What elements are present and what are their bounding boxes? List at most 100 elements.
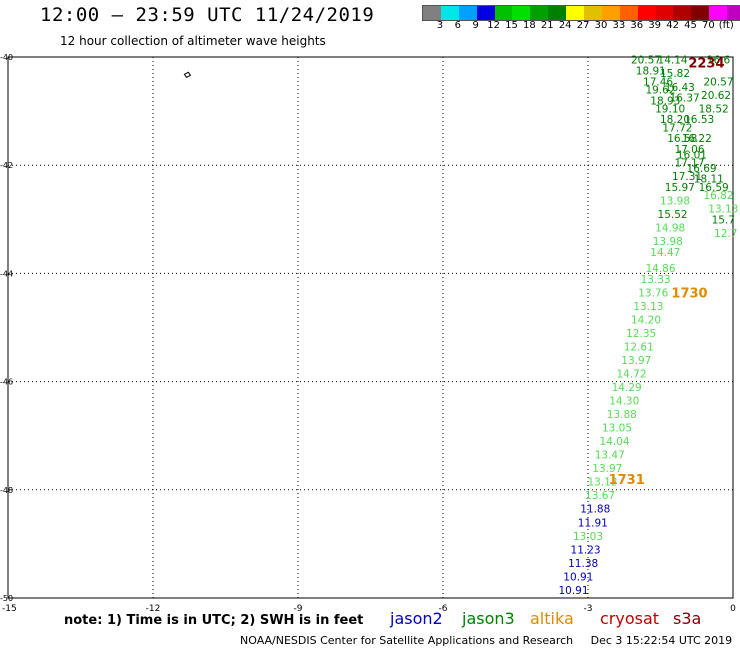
wave-height-value: 12.61 bbox=[624, 341, 654, 353]
longitude-tick-label: -12 bbox=[146, 604, 161, 614]
pass-time-label: 1731 bbox=[609, 473, 645, 488]
color-scale-swatch bbox=[440, 6, 459, 20]
color-scale-label: 21 bbox=[540, 20, 554, 31]
wave-height-value: 17.46 bbox=[643, 76, 673, 88]
chart-subtitle: 12 hour collection of altimeter wave hei… bbox=[60, 34, 326, 48]
wave-height-value: 14.30 bbox=[609, 396, 639, 408]
latitude-tick-label: -40 bbox=[0, 53, 13, 62]
color-scale-label: 36 bbox=[630, 20, 644, 31]
color-scale-label: 45 bbox=[684, 20, 697, 31]
latitude-tick-label: -50 bbox=[0, 594, 13, 603]
color-scale-label: (ft) bbox=[718, 20, 734, 31]
color-scale-label: 9 bbox=[472, 20, 479, 31]
color-scale-swatch bbox=[727, 6, 740, 20]
wave-height-value: 20.57 bbox=[703, 76, 733, 88]
wave-height-value: 14.29 bbox=[612, 382, 642, 394]
wave-height-value: 14.14 bbox=[658, 55, 688, 67]
color-scale-label: 30 bbox=[594, 20, 608, 31]
wave-height-value: 20.57 bbox=[631, 55, 661, 67]
wave-height-value: 17.17 bbox=[674, 157, 704, 169]
wave-height-value: 14.47 bbox=[650, 247, 680, 259]
wave-height-value: 13.97 bbox=[592, 463, 622, 475]
satellite-legend-jason2: jason2 bbox=[390, 609, 443, 628]
color-scale-label: 15 bbox=[505, 20, 518, 31]
color-scale-swatch bbox=[619, 6, 638, 20]
wave-height-value: 11.23 bbox=[571, 544, 601, 556]
longitude-tick-label: 0 bbox=[730, 604, 736, 614]
island-outline bbox=[183, 71, 192, 78]
longitude-tick-label: -3 bbox=[584, 604, 593, 614]
footer-timestamp: Dec 3 15:22:54 UTC 2019 bbox=[590, 634, 733, 647]
color-scale-swatch bbox=[512, 6, 531, 20]
wave-height-value: 13.03 bbox=[573, 531, 603, 543]
wave-height-color-scale bbox=[422, 5, 740, 21]
wave-height-value: 18.93 bbox=[650, 95, 680, 107]
color-scale-swatch bbox=[494, 6, 513, 20]
footer-organization: NOAA/NESDIS Center for Satellite Applica… bbox=[240, 634, 574, 647]
wave-height-value: 13.97 bbox=[621, 355, 651, 367]
wave-height-value: 13.47 bbox=[595, 450, 625, 462]
pass-time-label: 1730 bbox=[671, 286, 707, 301]
longitude-tick-label: -9 bbox=[294, 604, 303, 614]
color-scale-swatch bbox=[530, 6, 549, 20]
wave-height-value: 10.91 bbox=[563, 571, 593, 583]
color-scale-label: 3 bbox=[436, 20, 444, 31]
latitude-tick-label: -46 bbox=[0, 378, 13, 387]
wave-height-value: 17.72 bbox=[662, 122, 692, 134]
wave-height-value: 14.72 bbox=[616, 368, 646, 380]
satellite-legend-cryosat: cryosat bbox=[600, 609, 660, 628]
color-scale-swatch bbox=[637, 6, 656, 20]
wave-height-value: 13.88 bbox=[607, 409, 637, 421]
wave-height-value: 16.58 bbox=[667, 133, 697, 145]
wave-height-value: 18.11 bbox=[694, 174, 724, 186]
wave-height-value: 15.7 bbox=[712, 214, 735, 226]
latitude-tick-label: -48 bbox=[0, 486, 13, 495]
wave-height-value: 15.97 bbox=[665, 182, 695, 194]
legend-note: note: 1) Time is in UTC; 2) SWH is in fe… bbox=[64, 613, 364, 628]
wave-height-value: 13.33 bbox=[641, 274, 671, 286]
color-scale-swatch bbox=[601, 6, 620, 20]
wave-height-value: 10.91 bbox=[558, 585, 588, 597]
wave-height-value: 19.10 bbox=[655, 103, 685, 115]
chart-title: 12:00 — 23:59 UTC 11/24/2019 bbox=[40, 4, 375, 26]
wave-height-value: 13.13 bbox=[708, 203, 738, 215]
satellite-legend-jason3: jason3 bbox=[462, 609, 515, 628]
wave-height-value: 13.67 bbox=[585, 490, 615, 502]
wave-height-value: 16.53 bbox=[684, 114, 714, 126]
wave-height-value: 15.82 bbox=[660, 68, 690, 80]
satellite-legend-altika: altika bbox=[530, 609, 574, 628]
satellite-legend-s3a: s3a bbox=[673, 609, 702, 628]
color-scale-swatch bbox=[476, 6, 495, 20]
wave-height-value: 17.31 bbox=[672, 171, 702, 183]
color-scale-swatch bbox=[709, 6, 728, 20]
wave-height-value: 15.52 bbox=[658, 209, 688, 221]
wave-height-value: 17.06 bbox=[674, 144, 704, 156]
wave-height-value: 11.38 bbox=[568, 558, 598, 570]
latitude-tick-label: -44 bbox=[0, 269, 13, 278]
color-scale-label: 39 bbox=[648, 20, 662, 31]
wave-height-value: 14.20 bbox=[631, 314, 661, 326]
wave-height-value: 18.52 bbox=[699, 103, 729, 115]
color-scale-swatch bbox=[548, 6, 567, 20]
color-scale-label: 18 bbox=[523, 20, 536, 31]
pass-time-label: 2234 bbox=[688, 56, 724, 71]
wave-height-value: 13.76 bbox=[638, 287, 668, 299]
color-scale-label: 70 bbox=[702, 20, 715, 31]
color-scale-swatch bbox=[673, 6, 692, 20]
color-scale-swatch bbox=[691, 6, 710, 20]
color-scale-label: 12 bbox=[487, 20, 500, 31]
wave-height-value: 13.98 bbox=[653, 236, 683, 248]
wave-height-value: 18.20 bbox=[660, 114, 690, 126]
color-scale-swatch bbox=[566, 6, 585, 20]
wave-height-value: 18.91 bbox=[636, 66, 666, 78]
wave-height-value: 16.6 bbox=[707, 55, 731, 67]
wave-height-value: 16.22 bbox=[682, 133, 712, 145]
color-scale-swatch bbox=[423, 6, 441, 20]
wave-height-value: 14.86 bbox=[645, 263, 675, 275]
wave-height-value: 16.69 bbox=[687, 163, 717, 175]
longitude-tick-label: -6 bbox=[439, 604, 448, 614]
color-scale-label: 42 bbox=[666, 20, 679, 31]
wave-height-value: 11.88 bbox=[580, 504, 610, 516]
color-scale-swatch bbox=[458, 6, 477, 20]
